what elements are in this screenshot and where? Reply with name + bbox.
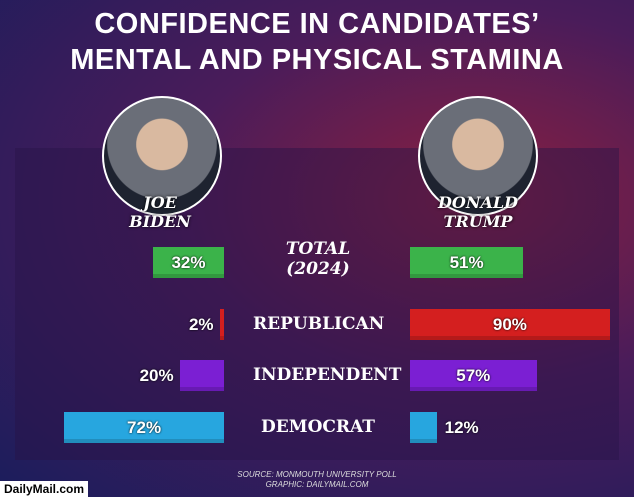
value-label: 51%: [449, 253, 484, 272]
bar: [410, 247, 524, 278]
trump-photo: [418, 96, 538, 216]
category-label: INDEPENDENT: [253, 365, 402, 385]
chart-title: CONFIDENCE IN CANDIDATES’ MENTAL AND PHY…: [70, 8, 564, 76]
legend-label: JOE BIDEN: [129, 193, 191, 231]
biden-photo: [102, 96, 222, 216]
category-label: TOTAL (2024): [285, 239, 351, 279]
value-label: 2%: [188, 315, 214, 334]
value-label: 12%: [444, 418, 479, 437]
bar: [410, 412, 437, 443]
bar: [179, 360, 224, 391]
value-label: 57%: [456, 366, 491, 385]
bar: [219, 309, 224, 340]
legend-label: DONALD TRUMP: [438, 193, 518, 231]
watermark: DailyMail.com: [0, 481, 89, 497]
bar: [64, 412, 224, 443]
value-label: 72%: [127, 418, 162, 437]
bar: [152, 247, 224, 278]
source-text: SOURCE: MONMOUTH UNIVERSITY POLL: [237, 470, 397, 479]
value-label: 90%: [492, 315, 527, 334]
category-label: DEMOCRAT: [261, 417, 375, 437]
credit-text: GRAPHIC: DAILYMAIL.COM: [265, 480, 369, 489]
source: SOURCE: MONMOUTH UNIVERSITY POLL GRAPHIC:…: [0, 470, 634, 490]
category-label: REPUBLICAN: [253, 314, 385, 334]
bar: [410, 360, 537, 391]
value-label: 20%: [139, 366, 174, 385]
bar: [410, 309, 610, 340]
value-label: 32%: [171, 253, 206, 272]
